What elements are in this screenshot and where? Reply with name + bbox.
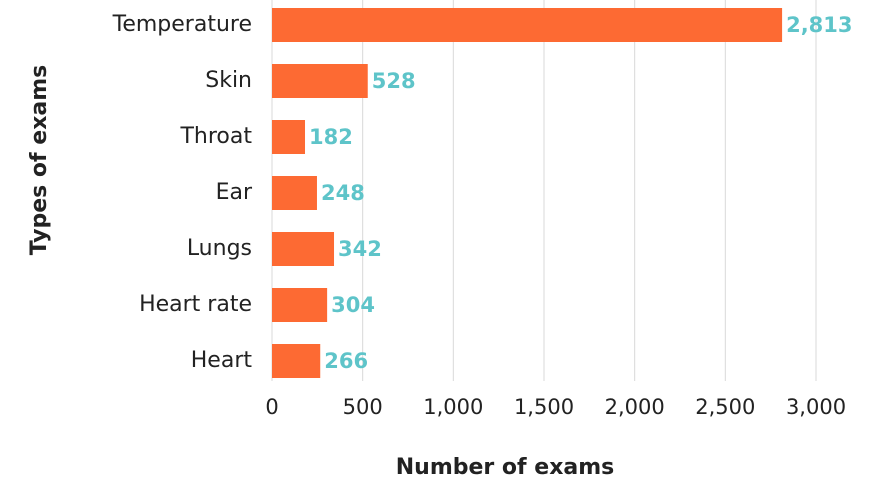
- x-tick-label: 2,500: [695, 395, 755, 419]
- value-label: 304: [331, 293, 375, 317]
- value-label: 266: [324, 349, 368, 373]
- x-tick-label: 2,000: [605, 395, 665, 419]
- value-label: 528: [372, 69, 416, 93]
- y-tick-label: Lungs: [187, 236, 252, 261]
- y-tick-label: Ear: [216, 180, 253, 205]
- y-tick-label: Skin: [205, 68, 252, 93]
- value-label: 2,813: [786, 13, 852, 37]
- x-tick-label: 3,000: [786, 395, 846, 419]
- y-axis-title: Types of exams: [27, 65, 52, 255]
- bar: [272, 232, 335, 266]
- value-label: 342: [338, 237, 382, 261]
- value-label: 182: [309, 125, 353, 149]
- bar: [272, 344, 321, 378]
- y-tick-label: Heart: [191, 348, 253, 373]
- y-tick-label: Temperature: [112, 12, 252, 37]
- x-tick-label: 500: [343, 395, 383, 419]
- x-axis-title: Number of exams: [396, 455, 615, 480]
- x-tick-label: 0: [265, 395, 278, 419]
- bar: [272, 120, 306, 154]
- y-tick-label: Throat: [179, 124, 252, 149]
- bar: [272, 176, 317, 210]
- y-tick-label: Heart rate: [139, 292, 252, 317]
- bar: [272, 8, 783, 42]
- bar: [272, 288, 328, 322]
- value-label: 248: [321, 181, 365, 205]
- x-tick-label: 1,000: [423, 395, 483, 419]
- x-tick-label: 1,500: [514, 395, 574, 419]
- bar: [272, 64, 368, 98]
